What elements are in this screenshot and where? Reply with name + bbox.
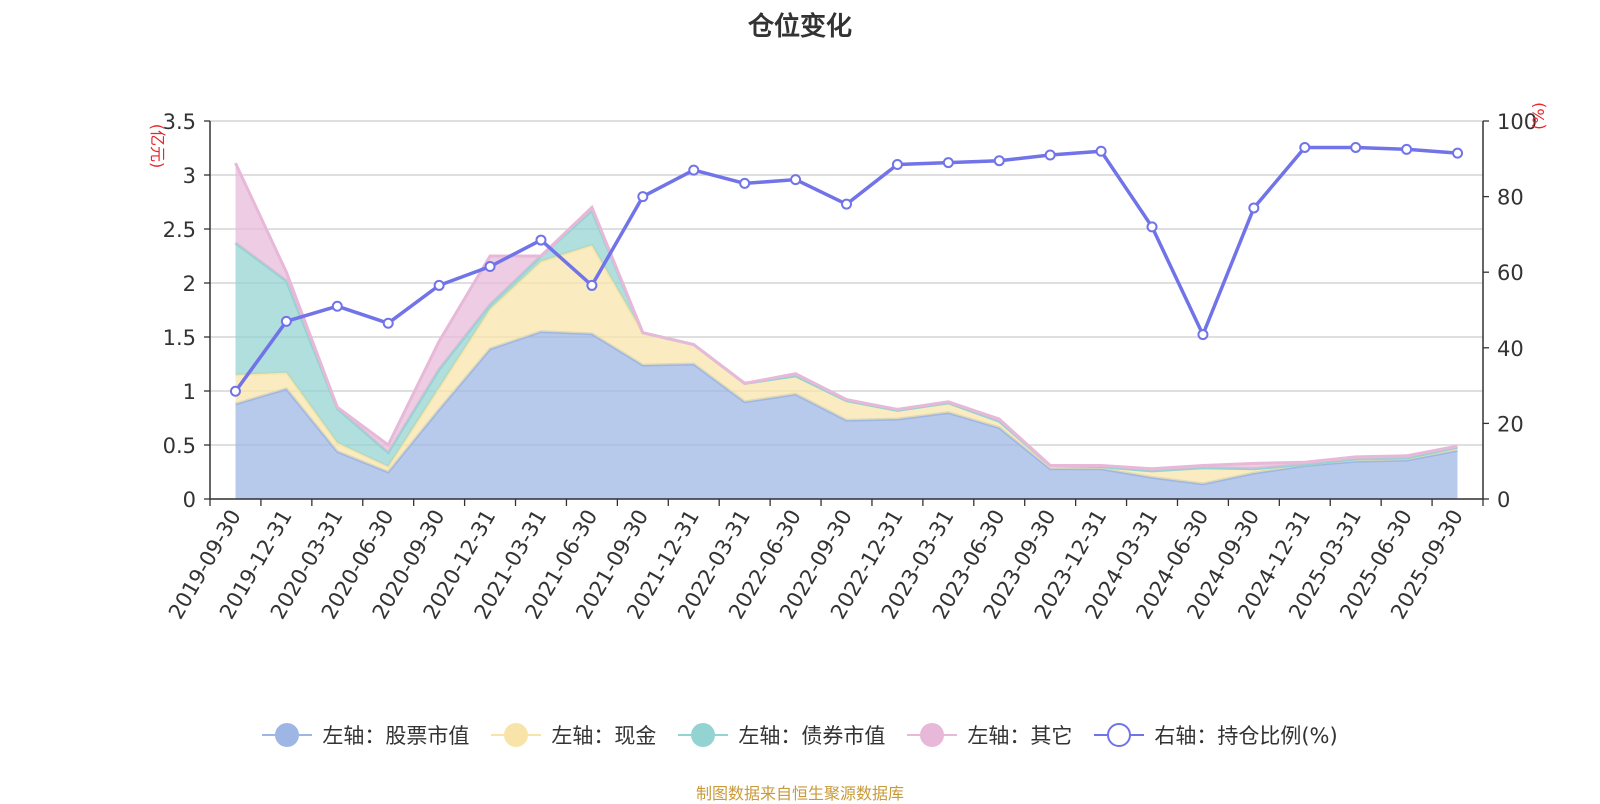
- ratio-point: [790, 174, 802, 186]
- legend-label: 左轴：股票市值: [322, 724, 470, 748]
- ratio-point: [331, 300, 343, 312]
- ratio-point: [1452, 147, 1464, 159]
- ratio-point: [1044, 149, 1056, 161]
- chart: 00.511.522.533.50204060801002019-09-3020…: [148, 102, 1548, 623]
- ratio-point: [891, 158, 903, 170]
- area-fill: [235, 331, 1458, 499]
- legend-item[interactable]: 左轴：债券市值: [678, 720, 885, 750]
- ratio-point: [586, 279, 598, 291]
- legend-swatch-icon: [907, 722, 958, 748]
- ratio-point: [942, 157, 954, 169]
- ratio-point: [1401, 143, 1413, 155]
- ratio-point: [739, 177, 751, 189]
- area-fill: [235, 163, 1458, 471]
- ratio-point: [637, 191, 649, 203]
- ratio-point: [1350, 141, 1362, 153]
- legend: 左轴：股票市值 左轴：现金 左轴：债券市值 左轴：其它 右轴：持仓比例(%): [0, 720, 1600, 750]
- source-note: 制图数据来自恒生聚源数据库: [695, 784, 904, 803]
- ratio-point: [1197, 329, 1209, 341]
- ratio-line: [234, 145, 1458, 393]
- ratio-point: [1299, 141, 1311, 153]
- right-axis-unit: (%): [1529, 102, 1548, 130]
- left-axis-unit: (亿元): [148, 124, 167, 169]
- right-tick-label: 20: [1497, 412, 1524, 436]
- right-tick-label: 80: [1497, 186, 1524, 210]
- legend-label: 右轴：持仓比例(%): [1154, 724, 1338, 748]
- legend-item[interactable]: 左轴：其它: [907, 720, 1072, 750]
- legend-swatch-icon: [491, 722, 542, 748]
- ratio-point: [688, 164, 700, 176]
- ratio-point: [280, 315, 292, 327]
- right-tick-label: 40: [1497, 337, 1524, 361]
- ratio-point: [229, 385, 241, 397]
- left-tick-label: 2: [183, 272, 196, 296]
- line-series: [229, 141, 1464, 397]
- legend-item[interactable]: 左轴：股票市值: [262, 720, 469, 750]
- left-tick-label: 1.5: [163, 326, 196, 350]
- area-fill: [235, 245, 1458, 484]
- ratio-point: [1146, 221, 1158, 233]
- left-tick-label: 0.5: [163, 434, 196, 458]
- area-series: [234, 162, 1458, 499]
- right-tick-label: 100: [1497, 110, 1537, 134]
- legend-label: 左轴：其它: [967, 724, 1073, 748]
- ratio-point: [1095, 145, 1107, 157]
- left-tick-label: 0: [183, 488, 196, 512]
- legend-swatch-icon: [678, 722, 729, 748]
- area-edge: [234, 162, 1458, 471]
- ratio-point: [993, 155, 1005, 167]
- legend-item[interactable]: 右轴：持仓比例(%): [1094, 720, 1338, 750]
- legend-item[interactable]: 左轴：现金: [491, 720, 656, 750]
- ratio-point: [433, 279, 445, 291]
- legend-label: 左轴：现金: [551, 724, 657, 748]
- legend-label: 左轴：债券市值: [738, 724, 886, 748]
- left-tick-label: 1: [183, 380, 196, 404]
- chart-title: 仓位变化: [747, 12, 852, 42]
- ratio-point: [841, 198, 852, 210]
- left-tick-label: 3: [183, 164, 196, 188]
- ratio-point: [1248, 202, 1260, 214]
- axes: 00.511.522.533.50204060801002019-09-3020…: [163, 110, 1538, 623]
- left-tick-label: 3.5: [163, 110, 196, 134]
- right-tick-label: 0: [1497, 488, 1510, 512]
- left-tick-label: 2.5: [163, 218, 196, 242]
- right-tick-label: 60: [1497, 261, 1524, 285]
- ratio-point: [382, 317, 394, 329]
- ratio-point: [535, 234, 547, 246]
- legend-swatch-icon: [1094, 722, 1145, 748]
- area-fill: [235, 210, 1458, 471]
- ratio-point: [484, 261, 496, 273]
- legend-swatch-icon: [262, 722, 313, 748]
